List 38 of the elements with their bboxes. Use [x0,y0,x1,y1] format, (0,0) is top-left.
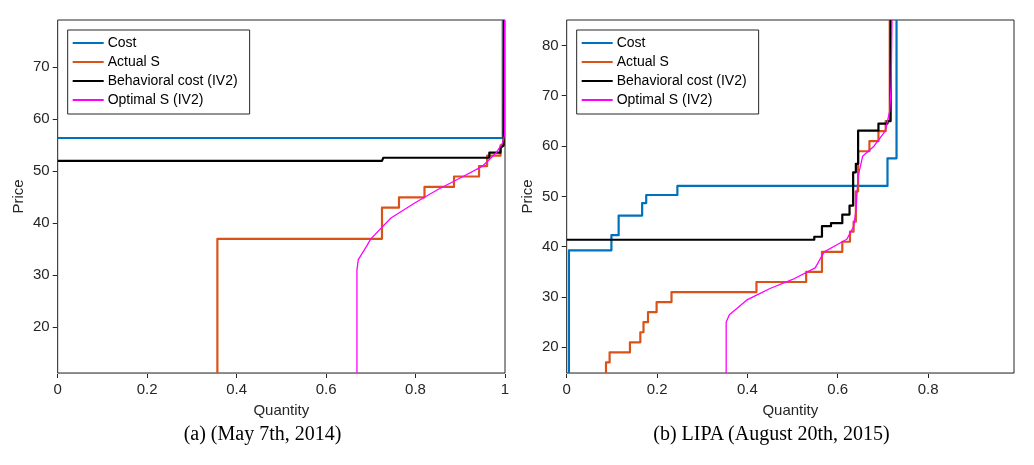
legend-label: Cost [616,33,646,50]
x-axis-title: Quantity [253,401,310,419]
legend-label: Optimal S (IV2) [616,90,713,107]
y-tick-label: 50 [33,161,50,179]
legend-label: Behavioral cost (IV2) [616,71,747,88]
x-tick-label: 0.4 [226,380,248,398]
x-tick-label: 0.6 [827,380,849,398]
y-axis-title: Price [518,179,536,214]
y-tick-label: 20 [542,337,559,355]
x-tick-label: 0.8 [405,380,426,398]
legend-label: Actual S [616,52,669,69]
x-tick-label: 0.4 [736,380,758,398]
y-tick-label: 70 [542,86,559,104]
x-tick-label: 0.2 [646,380,668,398]
legend-label: Behavioral cost (IV2) [107,71,238,88]
text: (b) LIPA (August 20th, 2015) [652,422,891,445]
legend-label: Optimal S (IV2) [107,90,204,107]
x-tick-label: 0 [53,380,62,398]
y-tick-label: 50 [542,186,559,204]
y-tick-label: 20 [33,317,50,335]
y-tick-label: 80 [542,35,559,53]
x-tick-label: 1 [500,380,510,398]
x-tick-label: 0.6 [315,380,337,398]
y-tick-label: 40 [542,236,559,254]
y-tick-label: 60 [33,109,50,127]
x-tick-label: 0.2 [136,380,158,398]
y-tick-label: 40 [33,213,50,231]
legend-label: Cost [107,33,137,50]
legend-label: Actual S [107,52,160,69]
x-tick-label: 0.8 [917,380,939,398]
x-axis-title: Quantity [762,401,819,419]
y-tick-label: 70 [33,57,50,75]
x-tick-label: 0 [562,380,571,398]
y-tick-label: 60 [542,136,559,154]
y-axis-title: Price [9,179,27,214]
y-tick-label: 30 [33,265,50,283]
text: (a) (May 7th, 2014) [182,422,343,445]
y-tick-label: 30 [542,287,559,305]
